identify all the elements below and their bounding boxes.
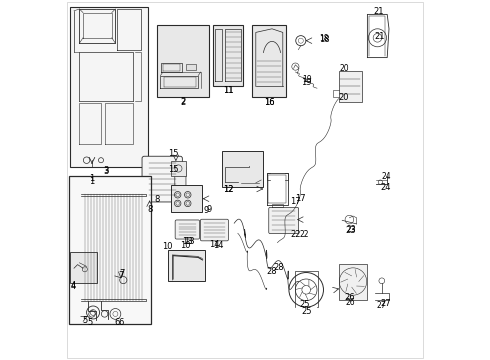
Text: 24: 24	[380, 183, 391, 192]
Text: 14: 14	[209, 240, 220, 248]
Text: 25: 25	[299, 300, 310, 309]
Text: 28: 28	[267, 267, 277, 276]
Text: 28: 28	[274, 263, 284, 272]
Text: 9: 9	[206, 205, 211, 215]
Text: 7: 7	[118, 271, 123, 280]
Text: 24: 24	[381, 172, 391, 181]
Text: 19: 19	[302, 75, 312, 84]
FancyBboxPatch shape	[200, 219, 228, 241]
Text: 11: 11	[223, 86, 233, 95]
Text: 15: 15	[168, 165, 178, 174]
Text: 23: 23	[346, 225, 356, 234]
Text: 26: 26	[345, 298, 355, 307]
Text: 12: 12	[223, 185, 234, 194]
Bar	[168, 250, 205, 281]
Text: 7: 7	[119, 269, 124, 278]
Text: 21: 21	[373, 7, 384, 16]
Text: 10: 10	[162, 242, 173, 251]
Text: 27: 27	[380, 299, 391, 307]
Text: 9: 9	[204, 206, 209, 215]
Text: 2: 2	[180, 98, 186, 107]
Text: 6: 6	[118, 318, 123, 327]
Text: 19: 19	[301, 78, 311, 87]
Bar	[71, 252, 98, 283]
Text: 5: 5	[88, 318, 93, 327]
Text: 6: 6	[115, 318, 120, 327]
Text: 17: 17	[290, 197, 301, 206]
Text: 27: 27	[377, 301, 387, 310]
Text: 16: 16	[264, 98, 274, 107]
Text: 8: 8	[154, 195, 159, 204]
Bar	[339, 71, 362, 102]
Text: 20: 20	[339, 93, 349, 102]
Text: 22: 22	[299, 230, 309, 239]
Text: 23: 23	[346, 226, 356, 235]
Text: 11: 11	[223, 86, 233, 95]
Bar	[171, 161, 186, 176]
FancyBboxPatch shape	[142, 156, 182, 202]
Bar	[252, 25, 286, 97]
Bar	[71, 7, 148, 167]
Text: 4: 4	[71, 282, 75, 291]
Text: 25: 25	[301, 307, 312, 316]
Text: 3: 3	[104, 166, 109, 176]
Text: 20: 20	[340, 64, 349, 73]
Text: 14: 14	[213, 241, 223, 250]
Bar	[69, 176, 151, 324]
FancyBboxPatch shape	[175, 166, 186, 192]
FancyBboxPatch shape	[269, 207, 298, 234]
Bar	[186, 64, 196, 70]
Text: 1: 1	[89, 174, 95, 183]
Text: 10: 10	[180, 241, 191, 250]
Text: 5: 5	[82, 316, 88, 325]
Text: 2: 2	[180, 97, 186, 106]
Bar	[339, 264, 368, 300]
Text: 3: 3	[104, 166, 109, 175]
Bar	[213, 25, 243, 86]
Text: 26: 26	[344, 292, 355, 302]
Text: 13: 13	[184, 237, 195, 246]
Text: 12: 12	[223, 185, 234, 194]
Text: 8: 8	[147, 205, 152, 214]
Text: 18: 18	[319, 35, 329, 44]
Bar	[171, 185, 202, 212]
Text: 17: 17	[295, 194, 306, 203]
Text: 13: 13	[182, 238, 193, 247]
Text: 4: 4	[71, 281, 75, 289]
FancyBboxPatch shape	[175, 220, 199, 239]
Bar	[157, 25, 209, 97]
Text: 21: 21	[374, 32, 385, 41]
Text: 18: 18	[319, 35, 328, 44]
Text: 22: 22	[290, 230, 300, 239]
Text: 16: 16	[264, 98, 274, 107]
Text: 15: 15	[168, 149, 178, 158]
Text: 1: 1	[89, 177, 95, 186]
Bar	[221, 151, 263, 187]
